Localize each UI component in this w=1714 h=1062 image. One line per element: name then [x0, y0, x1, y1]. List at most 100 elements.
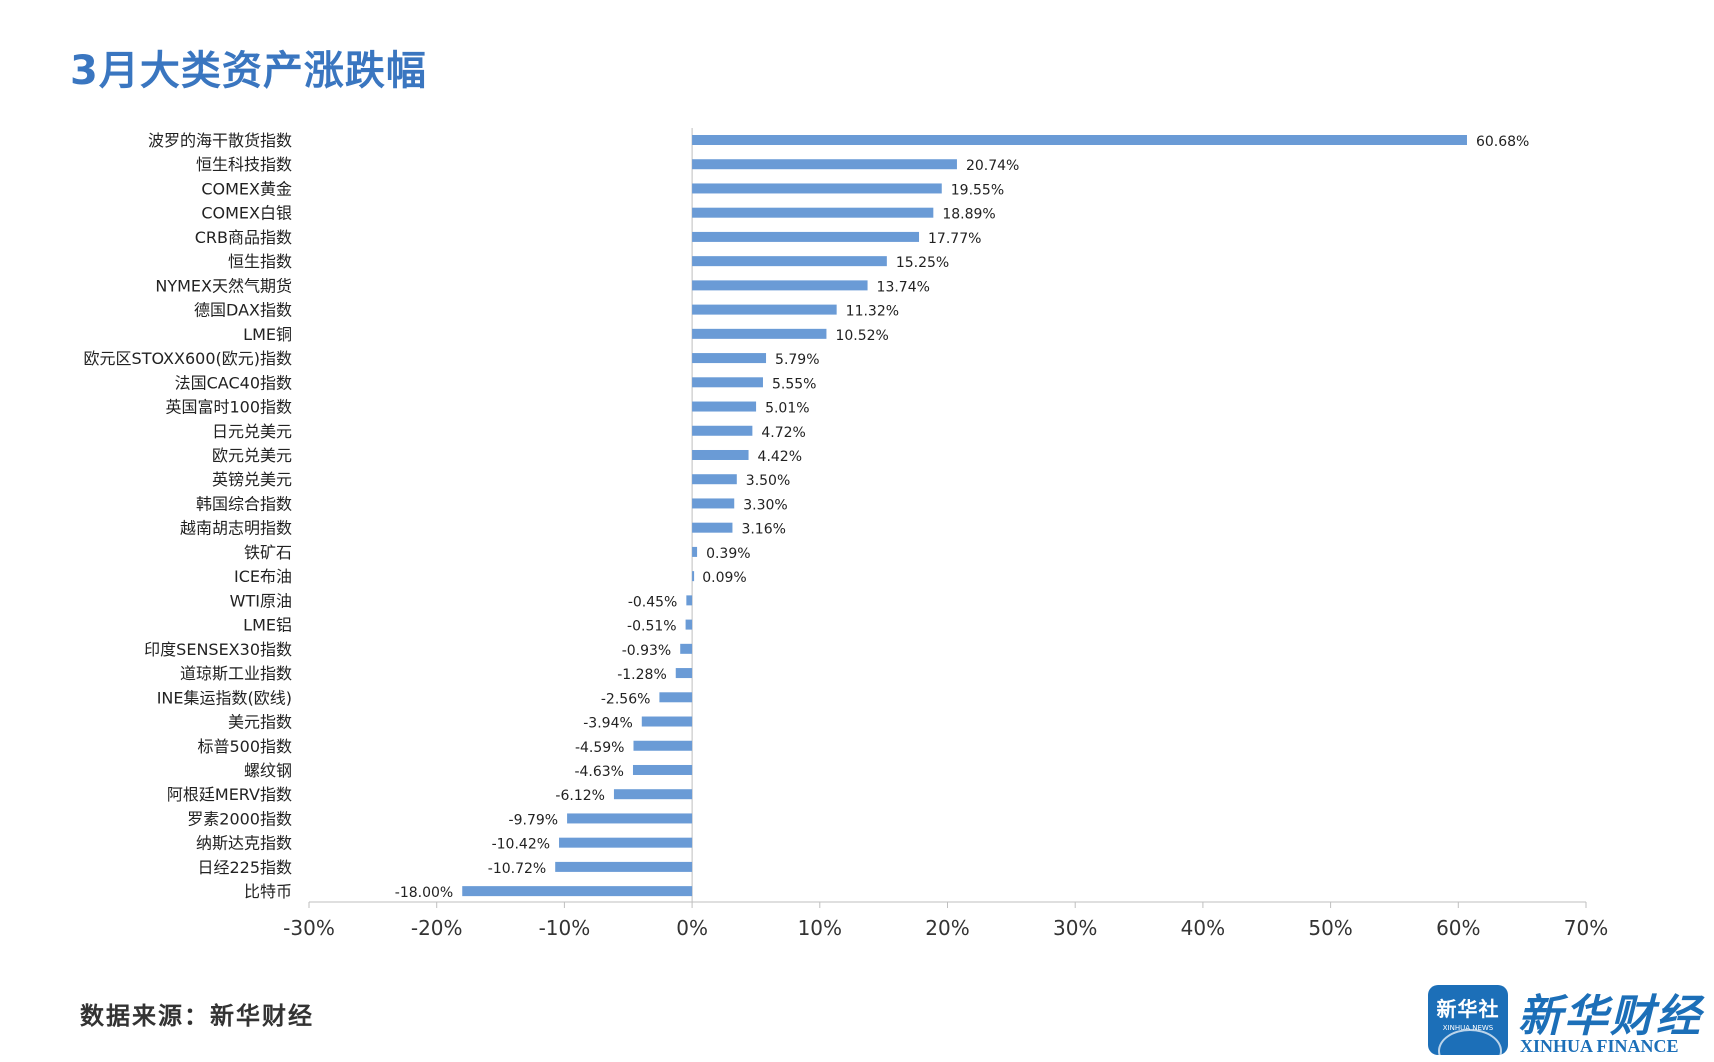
bar: [659, 692, 693, 703]
badge-en-text: XINHUA NEWS: [1442, 1024, 1494, 1032]
data-label: 60.68%: [1476, 134, 1529, 150]
bar: [559, 837, 693, 848]
category-label: COMEX白银: [201, 204, 292, 223]
xinhua-globe-icon: [1438, 1029, 1502, 1055]
category-label: 英国富时100指数: [165, 398, 292, 417]
category-label: INE集运指数(欧线): [157, 688, 292, 707]
category-label: 铁矿石: [244, 543, 292, 562]
xinhua-news-badge: 新华社 XINHUA NEWS: [1428, 985, 1508, 1055]
x-tick-label: 40%: [1181, 916, 1225, 940]
bar: [686, 595, 693, 606]
data-label: 19.55%: [951, 182, 1004, 198]
data-label: 0.39%: [706, 546, 750, 562]
category-label: 纳斯达克指数: [196, 834, 292, 853]
category-label: 英镑兑美元: [212, 470, 292, 489]
bar: [692, 328, 827, 339]
x-tick-label: 50%: [1308, 916, 1352, 940]
category-label: 欧元区STOXX600(欧元)指数: [84, 349, 292, 368]
bar: [692, 498, 735, 509]
data-label: -0.93%: [622, 643, 672, 659]
bar: [692, 571, 695, 582]
brand-name-en: XINHUA FINANCE: [1520, 1036, 1679, 1056]
category-label: 恒生指数: [228, 252, 292, 271]
data-label: -4.59%: [575, 740, 625, 756]
x-tick-label: 70%: [1564, 916, 1608, 940]
data-label: 15.25%: [896, 255, 949, 271]
bar: [685, 619, 693, 630]
data-label: -6.12%: [555, 788, 605, 804]
category-label: LME铜: [243, 325, 292, 344]
bar: [692, 256, 887, 267]
chart-title: 3月大类资产涨跌幅: [70, 48, 427, 94]
data-label: -9.79%: [509, 812, 559, 828]
bar: [692, 449, 749, 460]
bar: [692, 231, 920, 242]
data-label: 3.50%: [746, 473, 790, 489]
bar: [555, 861, 693, 872]
bar: [692, 304, 837, 315]
data-source-note: 数据来源：新华财经: [80, 1001, 314, 1030]
data-label: 5.01%: [765, 401, 809, 417]
data-label: 3.30%: [743, 497, 787, 513]
brand-name-cn: 新华财经: [1518, 991, 1702, 1042]
bar: [675, 668, 693, 679]
category-label: WTI原油: [230, 591, 292, 610]
category-label: ICE布油: [234, 567, 292, 586]
category-label: 标普500指数: [197, 737, 292, 756]
category-label: 道琼斯工业指数: [180, 664, 292, 683]
data-label: -0.51%: [627, 619, 677, 635]
bar: [462, 886, 693, 897]
data-label: 10.52%: [835, 328, 888, 344]
category-label: 波罗的海干散货指数: [148, 131, 292, 150]
category-label: 美元指数: [228, 713, 292, 732]
bar: [692, 401, 757, 412]
data-label: -2.56%: [601, 691, 651, 707]
bar: [692, 159, 957, 170]
category-label: 罗素2000指数: [187, 809, 292, 828]
data-label: 11.32%: [846, 304, 899, 320]
bar: [680, 643, 693, 654]
bar: [692, 207, 934, 218]
category-label: CRB商品指数: [195, 228, 292, 247]
data-label: -10.72%: [488, 861, 546, 877]
bar: [692, 377, 763, 388]
bar: [692, 280, 868, 291]
bar-chart: -30% -20% -10% 0% 10% 20% 30% 40% 50% 60% 70% 波罗的海干…: [84, 128, 1608, 940]
data-label: 3.16%: [741, 522, 785, 538]
data-label: -3.94%: [583, 716, 633, 732]
data-label: 5.55%: [772, 376, 816, 392]
x-tick-label: -20%: [411, 916, 463, 940]
data-label: 13.74%: [877, 279, 930, 295]
category-label: 欧元兑美元: [212, 446, 292, 465]
data-label: 5.79%: [775, 352, 819, 368]
data-label: 4.72%: [761, 425, 805, 441]
bar: [632, 764, 693, 775]
x-tick-label: -10%: [539, 916, 591, 940]
data-label: -0.45%: [628, 594, 678, 610]
category-label: 德国DAX指数: [194, 301, 292, 320]
category-label: 阿根廷MERV指数: [167, 785, 292, 804]
category-label: 越南胡志明指数: [180, 519, 292, 538]
bar: [567, 813, 693, 824]
data-label: 0.09%: [702, 570, 746, 586]
category-label: 比特币: [244, 882, 292, 901]
data-label: 17.77%: [928, 231, 981, 247]
x-tick-label: 10%: [798, 916, 842, 940]
category-label: 日元兑美元: [212, 422, 292, 441]
data-label: 4.42%: [758, 449, 802, 465]
category-label: NYMEX天然气期货: [155, 276, 292, 295]
bar: [692, 135, 1467, 145]
x-tick-label: 30%: [1053, 916, 1097, 940]
bar: [692, 522, 733, 533]
category-label: 法国CAC40指数: [175, 373, 292, 392]
data-label: 20.74%: [966, 158, 1019, 174]
data-label: -1.28%: [617, 667, 667, 683]
data-label: -10.42%: [492, 837, 550, 853]
category-label: 印度SENSEX30指数: [144, 640, 292, 659]
category-label: 日经225指数: [197, 858, 292, 877]
bar: [692, 353, 767, 364]
bar: [692, 183, 942, 194]
bar: [692, 546, 698, 557]
category-label: COMEX黄金: [201, 179, 292, 198]
bar: [692, 474, 737, 485]
